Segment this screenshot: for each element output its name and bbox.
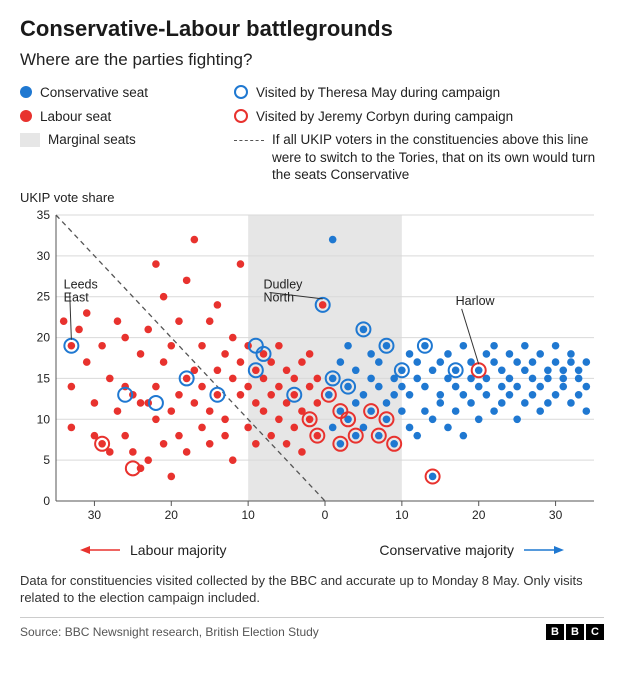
svg-text:5: 5 (43, 453, 50, 467)
labour-majority-label: Labour majority (130, 542, 227, 558)
source-text: Source: BBC Newsnight research, British … (20, 625, 319, 639)
legend-dash (234, 140, 264, 141)
legend-con-seat: Conservative seat (40, 84, 148, 102)
svg-text:30: 30 (549, 508, 563, 522)
conservative-arrow-icon (524, 544, 564, 556)
svg-text:35: 35 (37, 209, 51, 222)
chart-svg: 0 5 10 15 20 25 30 35 30 20 10 0 10 20 30 LeedsEast Dudl… (20, 209, 604, 529)
legend-ring-corbyn (234, 109, 248, 123)
svg-text:Dudley: Dudley (264, 277, 304, 291)
svg-text:10: 10 (37, 412, 51, 426)
legend-may-visit: Visited by Theresa May during campaign (256, 84, 500, 102)
svg-text:10: 10 (395, 508, 409, 522)
footnote: Data for constituencies visited collecte… (20, 572, 604, 607)
svg-text:0: 0 (322, 508, 329, 522)
svg-text:East: East (64, 290, 90, 304)
legend-lab-seat: Labour seat (40, 108, 111, 126)
bbc-logo: B B C (546, 624, 604, 640)
svg-text:15: 15 (37, 371, 51, 385)
legend-dot-lab (20, 110, 32, 122)
svg-text:10: 10 (241, 508, 255, 522)
chart-subtitle: Where are the parties fighting? (20, 50, 604, 70)
svg-text:30: 30 (88, 508, 102, 522)
legend-marginal: Marginal seats (48, 131, 136, 149)
y-axis-label: UKIP vote share (20, 190, 604, 205)
svg-text:0: 0 (43, 494, 50, 508)
svg-text:30: 30 (37, 249, 51, 263)
svg-text:20: 20 (37, 330, 51, 344)
labour-arrow-icon (80, 544, 120, 556)
svg-text:North: North (264, 290, 295, 304)
legend-marginal-block (20, 133, 40, 147)
conservative-majority-label: Conservative majority (379, 542, 514, 558)
legend-dot-con (20, 86, 32, 98)
legend-dash-text: If all UKIP voters in the constituencies… (272, 131, 604, 184)
svg-text:20: 20 (472, 508, 486, 522)
svg-text:Leeds: Leeds (64, 277, 98, 291)
legend-corbyn-visit: Visited by Jeremy Corbyn during campaign (256, 108, 513, 126)
legend: Conservative seat Visited by Theresa May… (20, 84, 604, 184)
svg-text:Harlow: Harlow (456, 294, 496, 308)
svg-text:25: 25 (37, 289, 51, 303)
legend-ring-may (234, 85, 248, 99)
svg-text:20: 20 (165, 508, 179, 522)
chart-title: Conservative-Labour battlegrounds (20, 16, 604, 42)
x-axis-direction-labels: Labour majority Conservative majority (20, 542, 604, 558)
scatter-chart: 0 5 10 15 20 25 30 35 30 20 10 0 10 20 30 LeedsEast Dudl… (20, 209, 604, 534)
